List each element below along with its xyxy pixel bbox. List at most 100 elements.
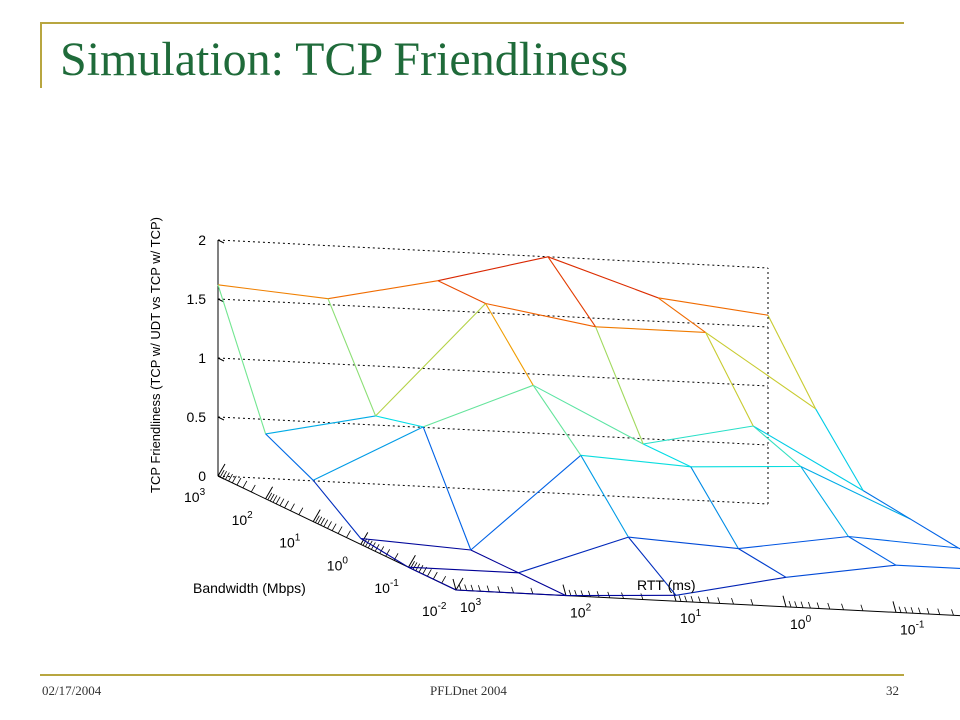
z-tick-mark — [217, 357, 225, 362]
rtt-minor-tick — [926, 607, 930, 615]
rtt-minor-tick — [788, 600, 792, 608]
bandwidth-minor-tick — [426, 569, 432, 577]
rtt-minor-tick — [816, 602, 820, 609]
rtt-minor-tick — [596, 591, 600, 598]
bandwidth-minor-tick — [250, 484, 256, 493]
surface-edge — [547, 256, 659, 299]
surface-edge — [532, 384, 644, 445]
bandwidth-minor-tick — [298, 507, 304, 515]
rtt-minor-tick — [640, 593, 644, 600]
surface-edge — [595, 326, 706, 333]
z-gridline — [217, 239, 769, 269]
bandwidth-tick-exponent: 2 — [247, 510, 253, 521]
z-tick-mark — [217, 416, 225, 421]
rtt-tick-exponent: 0 — [806, 614, 812, 625]
z-tick-label: 0 — [198, 468, 206, 484]
bandwidth-minor-tick — [320, 517, 325, 526]
surface-edge — [470, 549, 519, 574]
rtt-minor-tick — [568, 589, 572, 596]
bandwidth-minor-tick — [267, 492, 273, 501]
rtt-minor-tick — [486, 585, 490, 592]
bandwidth-tick-exponent: -1 — [390, 578, 399, 589]
axis-labels: TCP Friendliness (TCP w/ UDT vs TCP w/ T… — [148, 217, 925, 637]
surface-edge — [595, 326, 644, 445]
surface-edge — [848, 535, 959, 549]
bandwidth-minor-tick — [279, 498, 285, 506]
surface-edge — [800, 466, 849, 537]
surface-edge — [800, 466, 912, 520]
surface-edge — [518, 536, 629, 574]
surface-edge — [547, 256, 597, 328]
bandwidth-axis-label: Bandwidth (Mbps) — [193, 580, 306, 596]
surface-edge — [815, 408, 864, 491]
rtt-major-tick — [562, 584, 567, 596]
rtt-axis-label: RTT (ms) — [637, 577, 696, 593]
surface-edge — [643, 425, 754, 445]
rtt-minor-tick — [497, 586, 501, 593]
rtt-tick-exponent: 3 — [476, 597, 482, 608]
surface-edge — [580, 454, 691, 468]
surface-edge — [657, 297, 706, 333]
bandwidth-minor-tick — [323, 519, 329, 527]
bandwidth-minor-tick — [236, 477, 242, 486]
bandwidth-minor-tick — [379, 546, 385, 554]
z-tick-label: 1 — [198, 350, 206, 366]
rtt-minor-tick — [910, 607, 914, 614]
surface-edge — [690, 466, 739, 549]
surface-edge — [423, 384, 534, 428]
rtt-tick-label: 10-1 — [900, 619, 925, 637]
surface-edge — [675, 576, 787, 596]
bandwidth-minor-tick — [275, 496, 281, 505]
bandwidth-minor-tick — [269, 493, 275, 502]
rtt-minor-tick — [511, 586, 514, 594]
slide-title: Simulation: TCP Friendliness — [60, 33, 629, 86]
surface-edge — [265, 433, 314, 481]
rtt-minor-tick — [898, 606, 902, 613]
rtt-minor-tick — [860, 604, 864, 611]
rtt-minor-tick — [731, 598, 734, 605]
bandwidth-tick-label: 10-1 — [374, 578, 399, 596]
surface-edge — [627, 536, 677, 596]
bandwidth-minor-tick — [290, 503, 295, 511]
rtt-major-tick — [782, 595, 787, 607]
grid-lines — [217, 239, 769, 505]
rtt-minor-tick — [800, 601, 804, 608]
rtt-minor-tick — [808, 601, 811, 609]
bandwidth-minor-tick — [385, 549, 391, 557]
rtt-tick-label: 100 — [790, 614, 812, 632]
bandwidth-minor-tick — [222, 471, 227, 479]
surface-edge — [408, 566, 519, 574]
z-gridline — [217, 298, 769, 328]
rtt-minor-tick — [684, 595, 688, 602]
surface-edge — [657, 297, 769, 316]
footer-rule — [40, 674, 904, 676]
rtt-minor-tick — [464, 584, 468, 591]
surface-edge — [265, 415, 376, 435]
bandwidth-tick-label: 10-2 — [422, 601, 447, 619]
bandwidth-tick-exponent: 1 — [295, 533, 301, 544]
bandwidth-minor-tick — [242, 480, 248, 489]
z-tick-mark — [217, 239, 225, 244]
bandwidth-tick-label: 100 — [327, 555, 349, 573]
surface-mesh — [217, 256, 960, 597]
bandwidth-minor-tick — [432, 571, 438, 580]
surface-edge — [375, 303, 486, 417]
surface-edge — [470, 454, 582, 551]
surface-edge — [360, 537, 471, 551]
surface-edge — [752, 425, 864, 492]
z-tick-label: 0.5 — [187, 409, 207, 425]
rtt-tick-exponent: 2 — [586, 603, 592, 614]
surface-edge — [422, 426, 472, 551]
bandwidth-major-tick — [265, 486, 274, 500]
surface-edge — [738, 535, 849, 550]
surface-edge — [485, 302, 596, 328]
bandwidth-minor-tick — [337, 526, 343, 534]
bandwidth-minor-tick — [272, 495, 278, 503]
surface-edge — [785, 564, 897, 578]
footer-date: 02/17/2004 — [42, 683, 102, 698]
z-gridline — [217, 475, 769, 505]
surface-edge — [642, 443, 692, 468]
bandwidth-major-tick — [217, 463, 226, 477]
